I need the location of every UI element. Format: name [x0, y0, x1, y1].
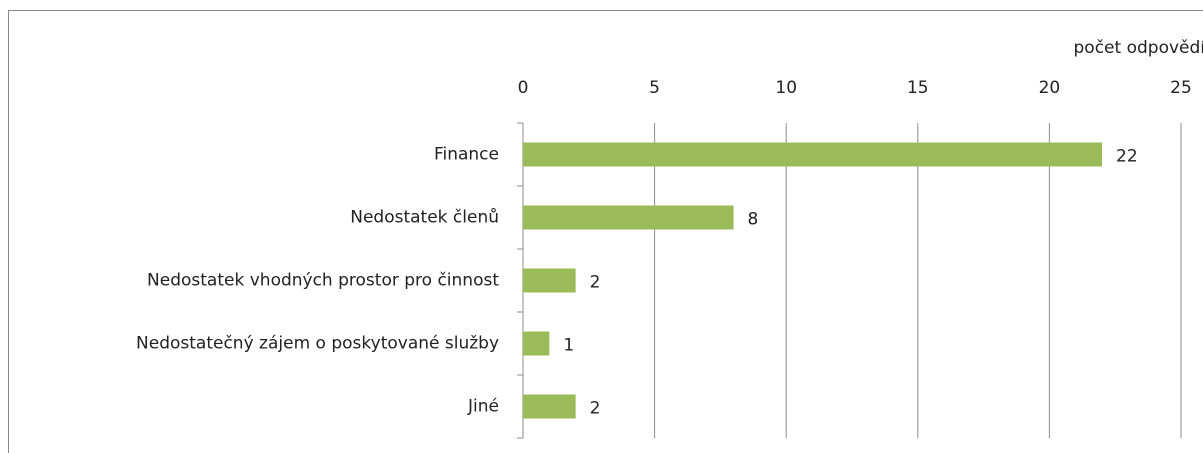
bar	[523, 142, 1103, 167]
x-tick-label: 15	[907, 78, 929, 98]
x-tick-label: 20	[1039, 78, 1061, 98]
y-tick-label: Nedostatek členů	[350, 208, 499, 228]
value-label: 8	[748, 210, 759, 230]
y-tick-label: Nedostatečný zájem o poskytované služby	[136, 334, 499, 354]
bar	[523, 394, 576, 419]
value-label: 22	[1116, 147, 1138, 167]
bar	[523, 205, 734, 230]
value-label: 2	[590, 399, 601, 419]
y-tick-label: Jiné	[467, 397, 499, 417]
x-tick-label: 0	[518, 78, 529, 98]
value-label: 2	[590, 273, 601, 293]
x-tick-label: 5	[649, 78, 660, 98]
axis-label: počet odpovědí	[1074, 38, 1203, 58]
value-label: 1	[563, 336, 574, 356]
x-tick-label: 25	[1170, 78, 1192, 98]
x-tick-label: 10	[775, 78, 797, 98]
bar	[523, 268, 576, 293]
y-tick-label: Finance	[434, 145, 499, 165]
y-tick-label: Nedostatek vhodných prostor pro činnost	[147, 271, 499, 291]
chart-frame	[8, 10, 1203, 453]
bar	[523, 331, 550, 356]
